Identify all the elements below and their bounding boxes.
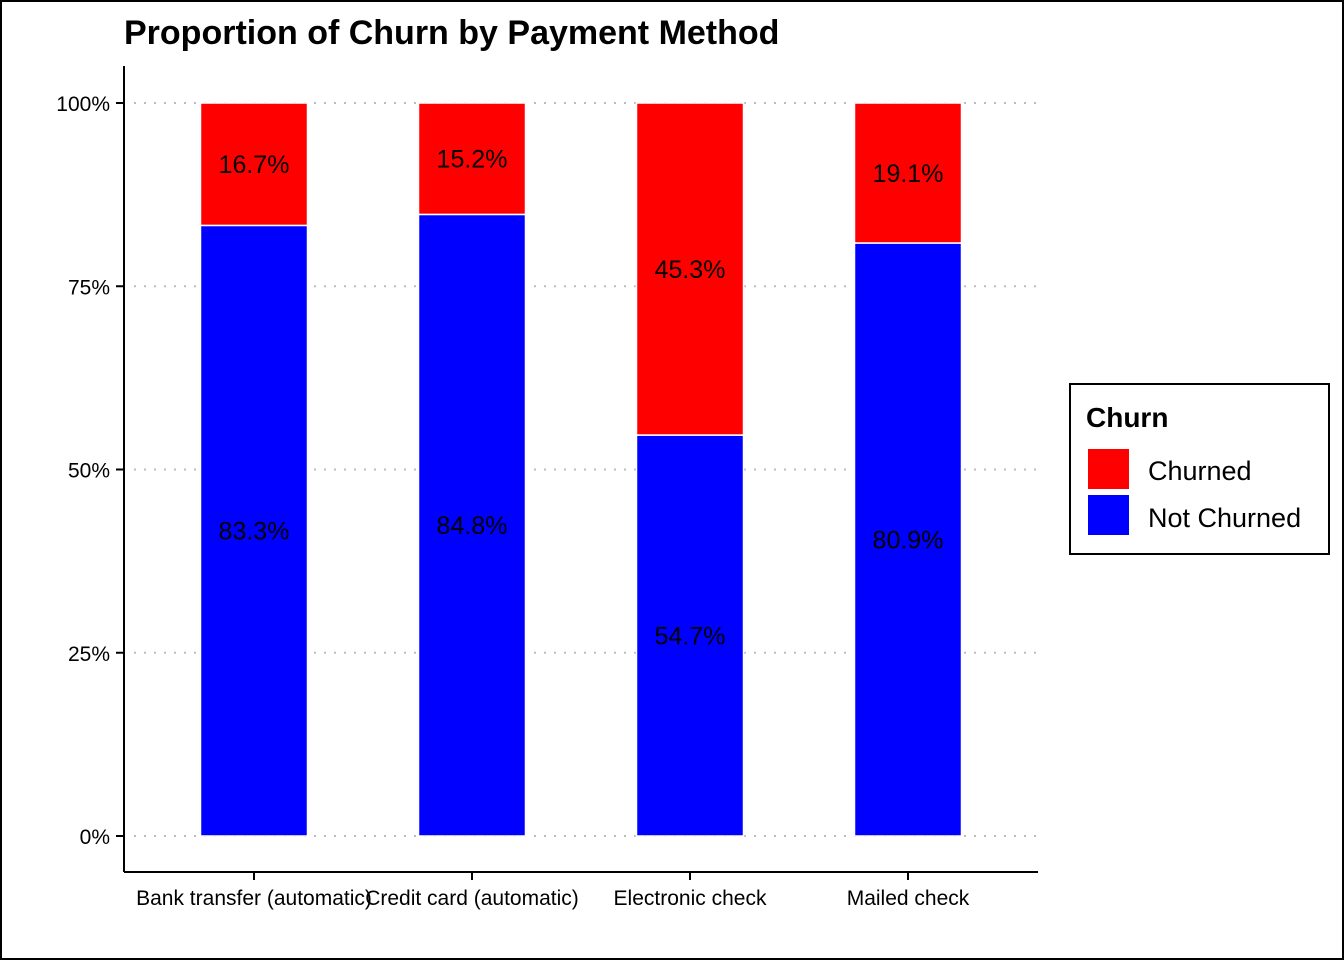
bar-segment: [853, 102, 963, 244]
data-label: 83.3%: [219, 518, 290, 546]
y-tick-label: 100%: [56, 93, 110, 116]
data-label: 84.8%: [437, 512, 508, 540]
legend-title: Churn: [1086, 402, 1168, 433]
legend-label-not-churned: Not Churned: [1148, 503, 1301, 533]
data-label: 80.9%: [873, 527, 944, 555]
data-label: 19.1%: [873, 160, 944, 188]
bar-segment: [635, 102, 745, 436]
data-label: 54.7%: [655, 623, 726, 651]
bar-segment: [199, 102, 309, 227]
bars: [199, 102, 963, 837]
data-labels: 83.3% 16.7% 84.8% 15.2% 54.7% 45.3% 80.9% 19.1%: [219, 146, 944, 651]
y-tick-label: 25%: [68, 643, 110, 666]
legend-label-churned: Churned: [1148, 456, 1252, 486]
x-axis: Bank transfer (automatic)Credit card (au…: [124, 871, 1038, 910]
bar-segment: [417, 102, 527, 216]
bar-segment: [853, 242, 963, 837]
x-tick-label: Electronic check: [614, 887, 767, 910]
y-tick-label: 0%: [80, 826, 110, 849]
data-label: 15.2%: [437, 146, 508, 174]
data-label: 45.3%: [655, 256, 726, 284]
x-tick-label: Bank transfer (automatic): [136, 887, 372, 910]
y-axis: 0% 25% 50% 75% 100%: [56, 66, 125, 872]
chart-title: Proportion of Churn by Payment Method: [124, 14, 779, 52]
legend-swatch-not-churned: [1088, 495, 1129, 535]
data-label: 16.7%: [219, 151, 290, 179]
x-tick-label: Mailed check: [847, 887, 970, 910]
x-tick-label: Credit card (automatic): [365, 887, 579, 910]
y-tick-label: 75%: [68, 276, 110, 299]
bar-segment: [199, 224, 309, 837]
legend: Churn Churned Not Churned: [1069, 383, 1330, 555]
y-tick-label: 50%: [68, 460, 110, 483]
legend-swatch-churned: [1088, 449, 1129, 489]
bar-segment: [417, 213, 527, 837]
